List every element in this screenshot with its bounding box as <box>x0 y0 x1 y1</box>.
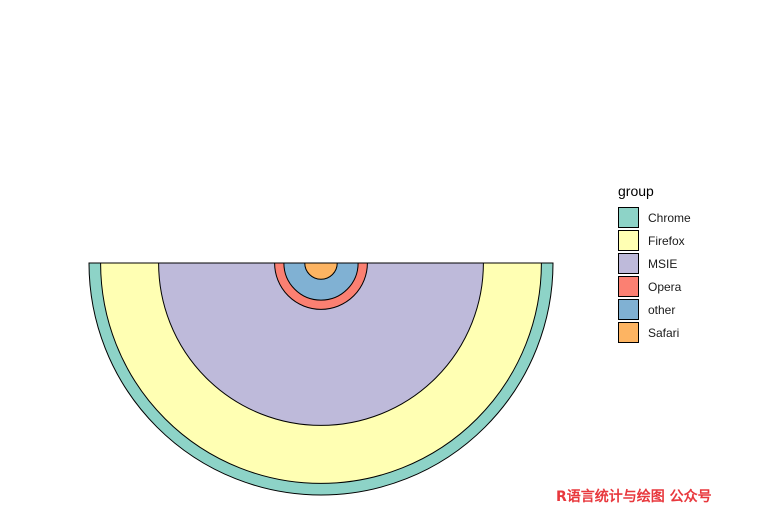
legend-label: other <box>648 302 676 317</box>
watermark-text: R语言统计与绘图 公众号 <box>556 489 712 505</box>
legend: group Chrome Firefox MSIE Opera other Safari <box>618 182 691 344</box>
legend-items: Chrome Firefox MSIE Opera other Safari <box>618 206 691 344</box>
legend-item-chrome: Chrome <box>618 206 691 229</box>
legend-title: group <box>618 183 654 199</box>
legend-label: MSIE <box>648 256 678 271</box>
semicircle-msie <box>158 262 484 426</box>
legend-item-opera: Opera <box>618 275 691 298</box>
legend-swatch <box>618 299 639 320</box>
semicircle-safari <box>304 262 338 280</box>
legend-item-other: other <box>618 298 691 321</box>
legend-swatch <box>618 322 639 343</box>
legend-item-safari: Safari <box>618 321 691 344</box>
legend-label: Firefox <box>648 233 685 248</box>
legend-swatch <box>618 253 639 274</box>
semicircle-other <box>283 262 359 301</box>
legend-swatch <box>618 276 639 297</box>
legend-label: Opera <box>648 279 682 294</box>
legend-item-firefox: Firefox <box>618 229 691 252</box>
legend-item-msie: MSIE <box>618 252 691 275</box>
legend-swatch <box>618 230 639 251</box>
legend-label: Chrome <box>648 210 691 225</box>
legend-label: Safari <box>648 325 680 340</box>
legend-swatch <box>618 207 639 228</box>
